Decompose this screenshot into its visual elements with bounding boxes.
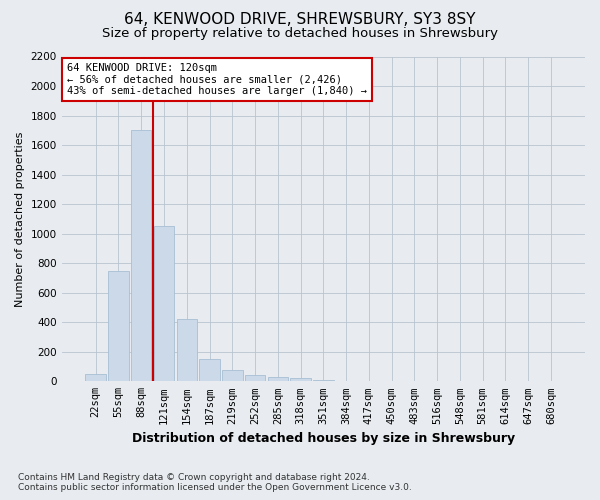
Bar [85,374,106,382]
Bar [268,377,288,382]
Bar [313,380,334,382]
Bar [290,378,311,382]
Bar [131,130,151,382]
Text: Size of property relative to detached houses in Shrewsbury: Size of property relative to detached ho… [102,28,498,40]
Bar [222,370,242,382]
Bar [336,380,356,382]
Bar [108,270,129,382]
Bar [154,226,174,382]
Text: 64, KENWOOD DRIVE, SHREWSBURY, SY3 8SY: 64, KENWOOD DRIVE, SHREWSBURY, SY3 8SY [124,12,476,28]
Bar [176,320,197,382]
Text: Contains HM Land Registry data © Crown copyright and database right 2024.
Contai: Contains HM Land Registry data © Crown c… [18,473,412,492]
Y-axis label: Number of detached properties: Number of detached properties [15,131,25,306]
Bar [245,376,265,382]
Bar [199,359,220,382]
X-axis label: Distribution of detached houses by size in Shrewsbury: Distribution of detached houses by size … [132,432,515,445]
Text: 64 KENWOOD DRIVE: 120sqm
← 56% of detached houses are smaller (2,426)
43% of sem: 64 KENWOOD DRIVE: 120sqm ← 56% of detach… [67,63,367,96]
